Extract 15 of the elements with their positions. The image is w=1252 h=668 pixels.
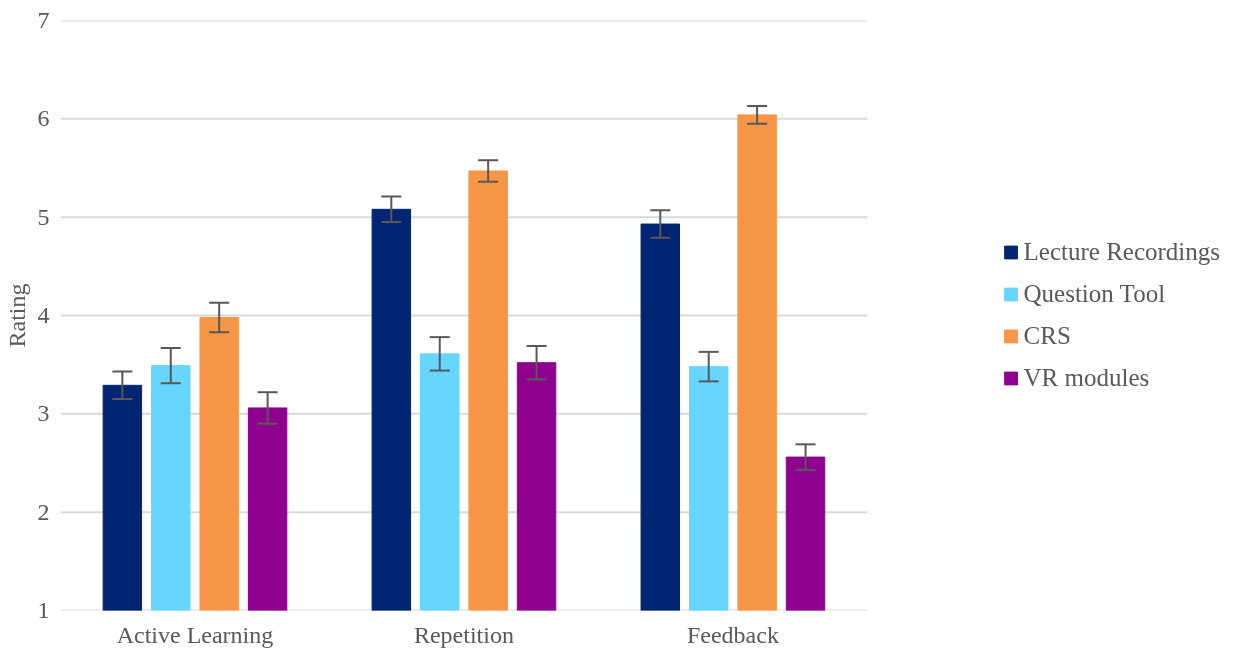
legend-label: VR modules (1023, 364, 1150, 392)
legend-label: CRS (1023, 322, 1071, 350)
y-tick-label: 1 (37, 597, 50, 623)
y-tick-label: 7 (37, 7, 50, 33)
y-tick-label: 5 (37, 203, 50, 230)
y-tick-label: 6 (37, 105, 50, 132)
legend-label: Lecture Recordings (1023, 238, 1220, 266)
y-tick-label: 3 (37, 400, 50, 427)
x-tick-label: Feedback (686, 621, 779, 648)
legend-label: Question Tool (1023, 280, 1166, 308)
y-tick-label: 2 (37, 498, 50, 525)
y-axis-title: Rating (3, 283, 30, 348)
y-tick-label: 4 (37, 302, 50, 328)
x-tick-label: Active Learning (116, 621, 274, 648)
x-tick-label: Repetition (413, 621, 514, 648)
